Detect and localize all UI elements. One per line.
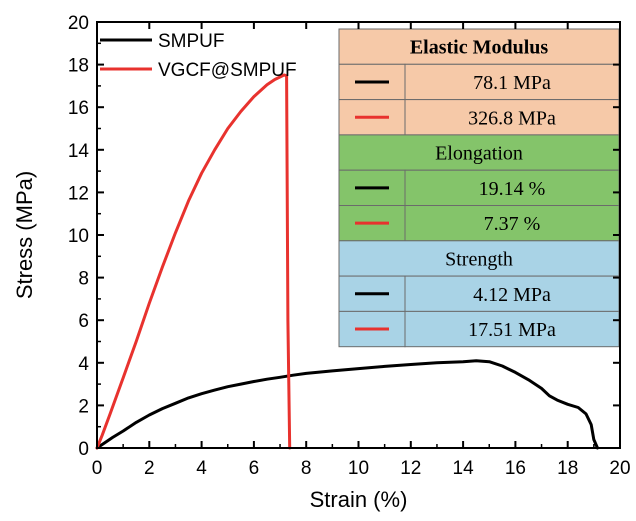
y-tick-label: 6	[78, 311, 89, 332]
x-tick-label: 20	[609, 458, 630, 479]
x-tick-label: 2	[144, 458, 155, 479]
table-value: 7.37 %	[484, 213, 541, 235]
y-tick-label: 10	[68, 226, 89, 247]
y-tick-label: 8	[78, 269, 89, 290]
x-tick-label: 6	[249, 458, 260, 479]
table-value: 4.12 MPa	[473, 284, 551, 306]
table-value-cell	[404, 63, 620, 101]
y-tick-label: 2	[78, 396, 89, 417]
table-value-cell	[404, 310, 620, 348]
table-value: 17.51 MPa	[468, 319, 556, 341]
x-tick-label: 8	[301, 458, 312, 479]
x-tick-label: 12	[400, 458, 421, 479]
y-tick-label: 14	[68, 141, 90, 162]
table-value-cell	[404, 205, 620, 242]
table-header-elastic-modulus	[338, 28, 620, 65]
table-value: 326.8 MPa	[468, 107, 556, 129]
x-tick-label: 10	[348, 458, 369, 479]
y-tick-label: 18	[68, 56, 89, 77]
x-tick-label: 16	[505, 458, 526, 479]
table-header-strength	[338, 240, 620, 277]
y-tick-label: 4	[78, 354, 89, 375]
series-line-vgcf-smpuf	[95, 73, 292, 450]
y-tick-label: 12	[68, 183, 89, 204]
y-tick-label: 0	[78, 439, 89, 460]
table-value: 19.14 %	[479, 178, 546, 200]
legend-label: SMPUF	[158, 31, 225, 52]
x-axis-title: Strain (%)	[310, 487, 408, 512]
x-tick-label: 0	[92, 458, 103, 479]
x-tick-label: 4	[196, 458, 207, 479]
table-header-label: Elongation	[435, 143, 523, 165]
series-line-smpuf	[95, 359, 599, 450]
table-header-label: Strength	[445, 248, 513, 270]
y-tick-label: 16	[68, 98, 89, 119]
x-tick-label: 14	[453, 458, 475, 479]
legend-label: VGCF@SMPUF	[158, 60, 297, 81]
y-axis-title: Stress (MPa)	[12, 171, 37, 299]
x-tick-label: 18	[557, 458, 578, 479]
y-tick-label: 20	[68, 13, 89, 34]
table-header-elongation	[338, 134, 620, 171]
table-header-label: Elastic Modulus	[410, 37, 549, 59]
table-value: 78.1 MPa	[473, 72, 551, 94]
